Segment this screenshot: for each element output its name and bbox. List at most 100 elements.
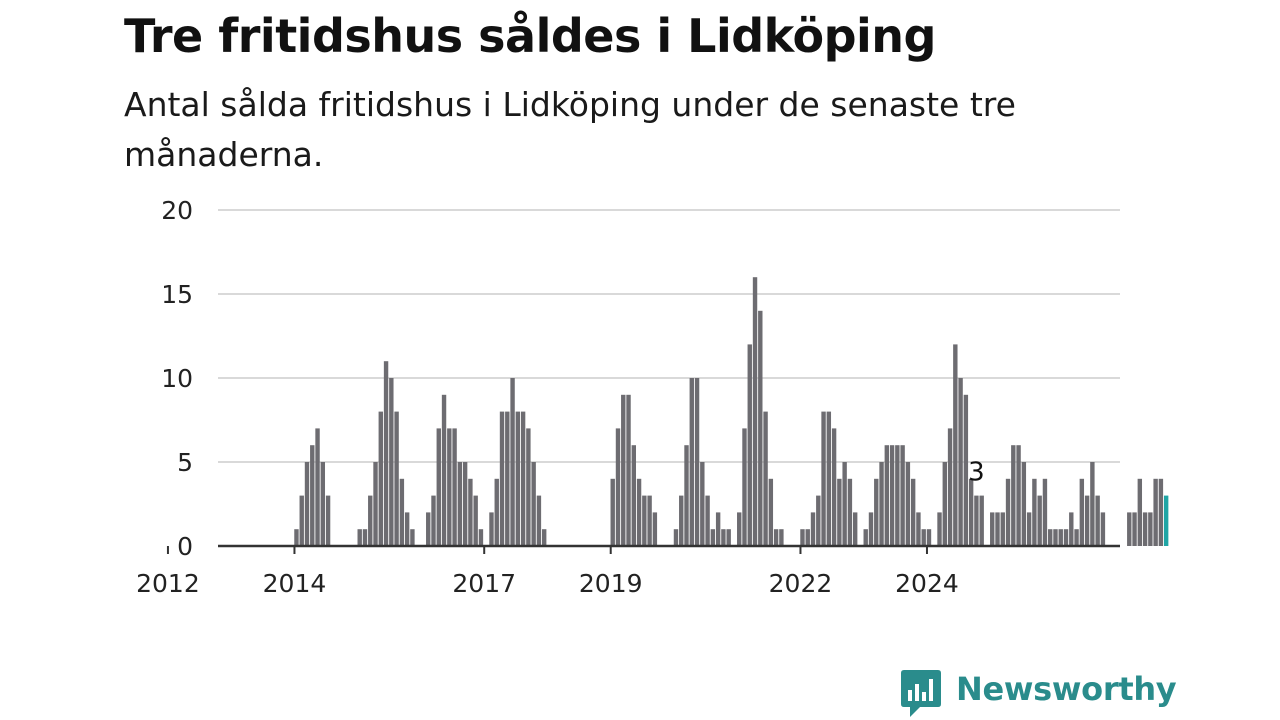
bar: [1074, 529, 1079, 546]
bar: [541, 529, 547, 546]
bar: [389, 378, 394, 546]
bar: [1137, 478, 1143, 546]
bar: [679, 495, 684, 546]
bar: [1127, 512, 1132, 546]
bar: [320, 462, 326, 546]
bar: [895, 445, 900, 546]
x-tick-label-2019: 2019: [579, 569, 643, 598]
bar: [315, 428, 320, 546]
bar: [1058, 529, 1063, 546]
bar: [842, 462, 847, 546]
bar: [310, 445, 315, 546]
bar: [1021, 462, 1027, 546]
bar: [1090, 462, 1095, 546]
bar: [684, 445, 689, 546]
bar: [1142, 512, 1148, 546]
bar: [974, 495, 979, 546]
bar: [457, 462, 463, 546]
bar: [383, 361, 389, 546]
bar: [373, 462, 378, 546]
bar: [689, 378, 694, 546]
y-tick-label-0: 0: [177, 532, 193, 561]
bar: [436, 428, 441, 546]
chart-title: Tre fritidshus såldes i Lidköping: [124, 9, 936, 63]
bar: [1158, 478, 1164, 546]
bar: [1132, 512, 1137, 546]
bar: [1100, 512, 1106, 546]
bar: [610, 478, 615, 546]
bar: [700, 462, 705, 546]
bar: [410, 529, 415, 546]
bar: [431, 495, 436, 546]
bar: [721, 529, 726, 546]
bar: [847, 478, 853, 546]
bar: [926, 529, 932, 546]
bar: [473, 495, 478, 546]
bar: [647, 495, 652, 546]
bar: [362, 529, 368, 546]
bar: [1153, 478, 1158, 546]
newsworthy-logo: Newsworthy: [900, 668, 1177, 720]
bar: [937, 512, 942, 546]
bar: [710, 529, 716, 546]
bar: [299, 495, 304, 546]
x-tick-label-2014: 2014: [263, 569, 327, 598]
bar: [1005, 478, 1011, 546]
bar: [958, 378, 963, 546]
bar: [447, 428, 452, 546]
bar: [394, 411, 399, 546]
bar: [837, 478, 842, 546]
bar: [816, 495, 821, 546]
bar-highlight: [1163, 495, 1169, 546]
bar: [879, 462, 884, 546]
bar: [694, 378, 700, 546]
y-tick-label-20: 20: [161, 196, 193, 225]
bar: [726, 529, 731, 546]
last-value-label: 3: [968, 458, 985, 488]
y-tick-label-10: 10: [161, 364, 193, 393]
bar: [752, 277, 758, 546]
bar: [863, 529, 868, 546]
bar: [1037, 495, 1042, 546]
chart-subtitle: Antal sålda fritidshus i Lidköping under…: [124, 85, 1016, 174]
bar: [921, 529, 926, 546]
bar: [1016, 445, 1021, 546]
x-tick-label-2022: 2022: [769, 569, 833, 598]
bar: [905, 462, 911, 546]
x-tick-label-2024: 2024: [895, 569, 959, 598]
bar: [805, 529, 810, 546]
bar: [1032, 478, 1037, 546]
x-axis: [166, 544, 1120, 554]
bar: [810, 512, 816, 546]
bar: [889, 445, 895, 546]
bar: [768, 478, 774, 546]
bar: [452, 428, 457, 546]
bar: [831, 428, 837, 546]
bar: [499, 411, 505, 546]
bar: [615, 428, 621, 546]
y-tick-labels: 0 5 10 15 20: [161, 196, 193, 561]
bar: [621, 394, 626, 546]
bar: [505, 411, 510, 546]
bar: [1095, 495, 1100, 546]
bar: [642, 495, 647, 546]
y-tick-label-15: 15: [161, 280, 193, 309]
bar: [968, 478, 974, 546]
bar: [1048, 529, 1053, 546]
bar: [294, 529, 299, 546]
grid-layer: [218, 209, 1120, 463]
bar: [1000, 512, 1005, 546]
bar: [441, 394, 447, 546]
bar: [715, 512, 721, 546]
x-tick-labels: 2012 2014 2017 2019 2022 2024: [136, 569, 959, 598]
bar: [378, 411, 383, 546]
bar: [673, 529, 679, 546]
bar: [742, 428, 747, 546]
bar: [357, 529, 362, 546]
bar: [852, 512, 858, 546]
bar: [763, 411, 768, 546]
bar: [737, 512, 742, 546]
bar: [1063, 529, 1069, 546]
bar: [404, 512, 410, 546]
